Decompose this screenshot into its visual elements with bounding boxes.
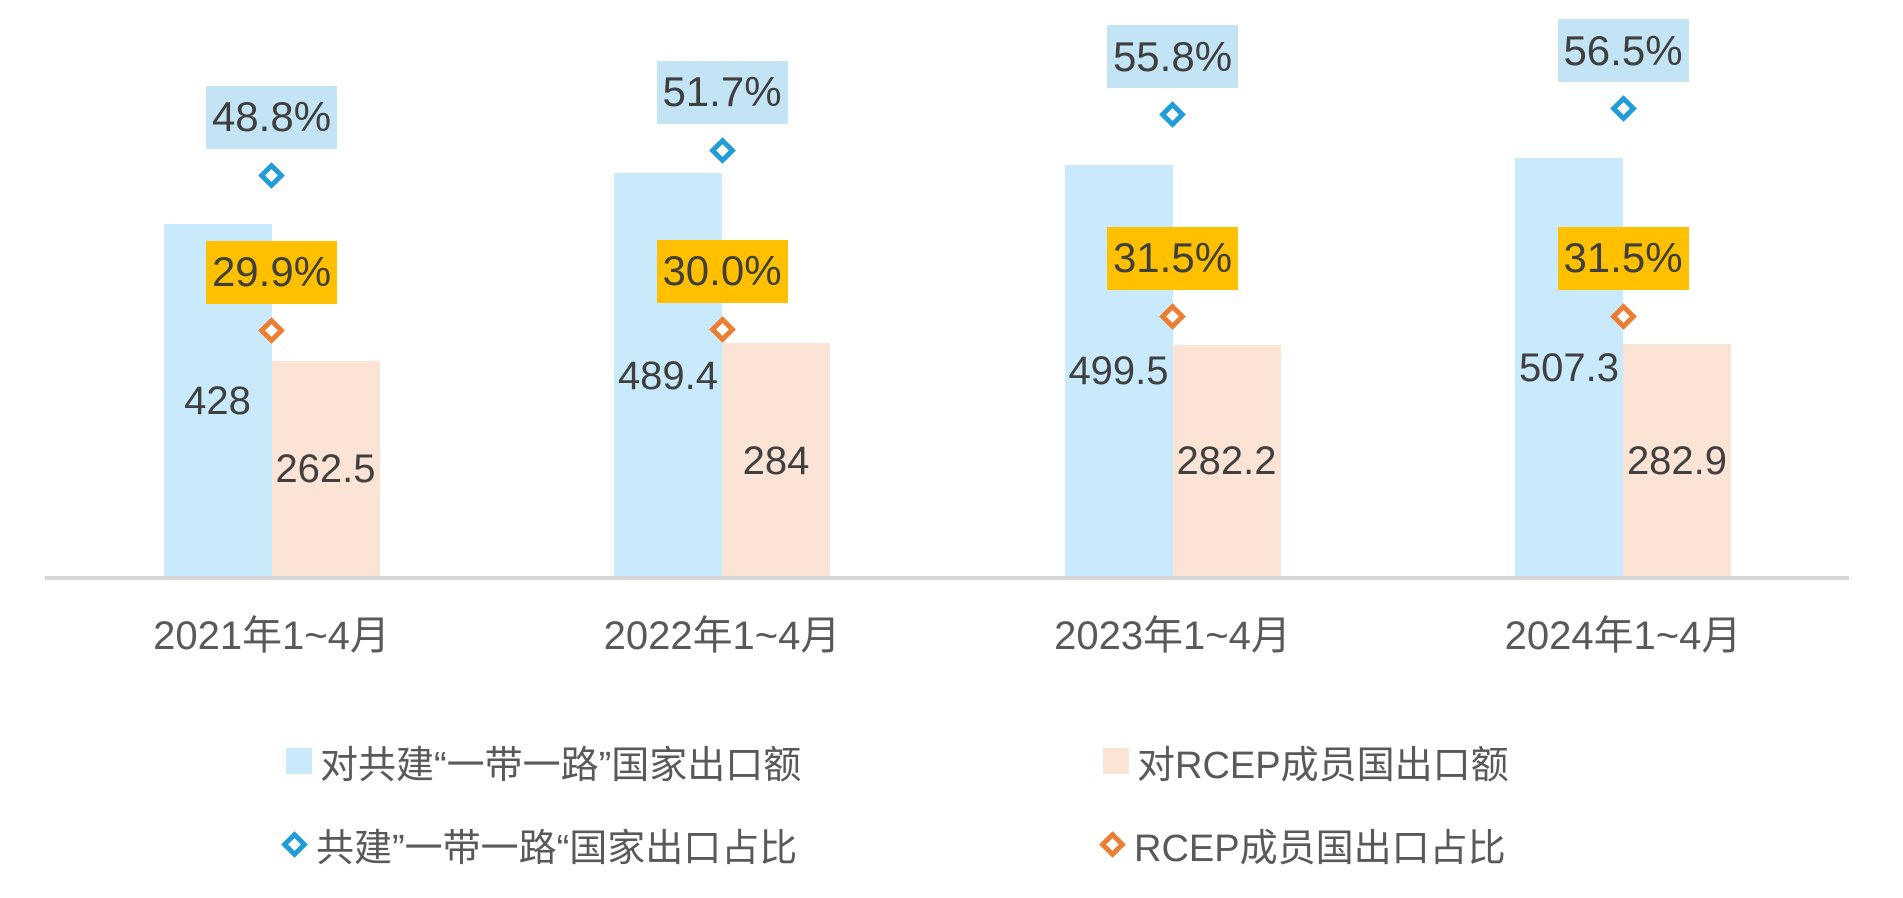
category-axis-label: 2022年1~4月	[603, 614, 841, 658]
belt-export-swatch-icon	[286, 748, 312, 774]
legend-item-rcep-export[interactable]: 对RCEP成员国出口额	[1103, 735, 1509, 787]
belt-export-value: 489.4	[617, 353, 719, 398]
rcep-export-swatch-icon	[1103, 748, 1129, 774]
belt-share-label: 56.5%	[1557, 19, 1689, 83]
belt-export-value: 499.5	[1068, 349, 1169, 394]
category-axis-label: 2021年1~4月	[153, 614, 390, 658]
legend-item-rcep-share[interactable]: RCEP成员国出口占比	[1099, 818, 1506, 870]
rcep-export-bar[interactable]	[271, 360, 380, 578]
belt-share-label: 55.8%	[1107, 25, 1238, 89]
rcep-share-label: 31.5%	[1557, 226, 1689, 290]
belt-share-marker-icon[interactable]	[1609, 95, 1637, 123]
legend-label: 对RCEP成员国出口额	[1137, 744, 1509, 787]
belt-share-marker-icon[interactable]	[1159, 101, 1186, 129]
rcep-share-label: 31.5%	[1107, 226, 1238, 290]
rcep-export-value: 262.5	[275, 447, 376, 492]
rcep-share-label: 30.0%	[656, 239, 788, 303]
legend-item-belt-share[interactable]: 共建”一带一路“国家出口占比	[281, 818, 797, 870]
belt-share-diamond-icon	[281, 830, 308, 858]
rcep-export-value: 282.2	[1176, 439, 1277, 484]
category-axis-label: 2024年1~4月	[1504, 614, 1742, 658]
legend-label: RCEP成员国出口占比	[1134, 827, 1506, 870]
belt-share-marker-icon[interactable]	[708, 136, 736, 164]
rcep-export-value: 282.9	[1626, 439, 1728, 483]
legend-item-belt-export[interactable]: 对共建“一带一路”国家出口额	[286, 735, 801, 787]
rcep-export-bar[interactable]	[722, 343, 830, 578]
category-axis-label: 2023年1~4月	[1054, 614, 1291, 658]
legend-label: 对共建“一带一路”国家出口额	[320, 744, 802, 787]
belt-export-value: 507.3	[1518, 346, 1620, 391]
belt-share-label: 48.8%	[206, 85, 337, 149]
rcep-share-label: 29.9%	[206, 240, 337, 304]
rcep-export-bar[interactable]	[1623, 344, 1731, 578]
x-axis-line	[45, 576, 1849, 580]
belt-share-marker-icon[interactable]	[258, 161, 285, 189]
rcep-share-diamond-icon	[1099, 830, 1126, 858]
rcep-export-bar[interactable]	[1172, 344, 1281, 578]
belt-export-value: 428	[184, 379, 251, 423]
legend-label: 共建”一带一路“国家出口占比	[316, 827, 798, 870]
belt-share-label: 51.7%	[656, 60, 788, 124]
rcep-export-value: 284	[742, 438, 810, 483]
